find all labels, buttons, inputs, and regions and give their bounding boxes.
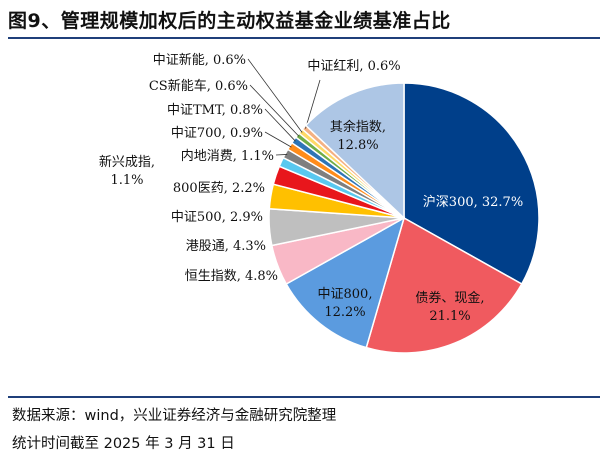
footer-divider [8, 396, 600, 398]
slice-label-1: 沪深300, 32.7% [423, 194, 523, 210]
title-divider [8, 37, 600, 39]
leader-line-10 [264, 131, 292, 148]
slice-label-3: 中证800, 12.2% [318, 287, 373, 320]
slice-label-8: 新兴成指, 1.1% [99, 154, 155, 188]
slice-label-12: CS新能车, 0.6% [149, 78, 248, 94]
leader-line-11 [264, 108, 296, 142]
leader-line-14 [305, 79, 321, 129]
pie-slice-15 [304, 82, 405, 220]
pie-slice-2 [365, 216, 523, 354]
slice-label-11: 中证TMT, 0.8% [167, 103, 263, 118]
leader-line-9 [275, 154, 288, 156]
pie-slice-1 [403, 82, 540, 286]
period-note: 统计时间截至 2025 年 3 月 31 日 [12, 436, 235, 452]
leader-line-12 [249, 84, 300, 137]
slice-label-13: 中证新能, 0.6% [153, 52, 246, 68]
slice-label-7: 800医药, 2.2% [173, 181, 265, 196]
pie-slice-3 [285, 216, 406, 349]
slice-label-5: 港股通, 4.3% [186, 239, 266, 254]
slice-label-6: 中证500, 2.9% [171, 210, 263, 225]
chart-title: 图9、管理规模加权后的主动权益基金业绩基准占比 [8, 10, 451, 32]
leader-line-13 [247, 58, 303, 133]
slice-label-14: 中证红利, 0.6% [307, 58, 400, 74]
slice-label-9: 内地消费, 1.1% [181, 148, 274, 164]
slice-label-4: 恒生指数, 4.8% [185, 269, 278, 284]
slice-label-2: 债券、现金, 21.1% [415, 290, 484, 324]
source-note: 数据来源：wind，兴业证券经济与金融研究院整理 [12, 408, 337, 424]
slice-label-10: 中证700, 0.9% [171, 126, 263, 141]
slice-label-15: 其余指数, 12.8% [330, 119, 386, 153]
